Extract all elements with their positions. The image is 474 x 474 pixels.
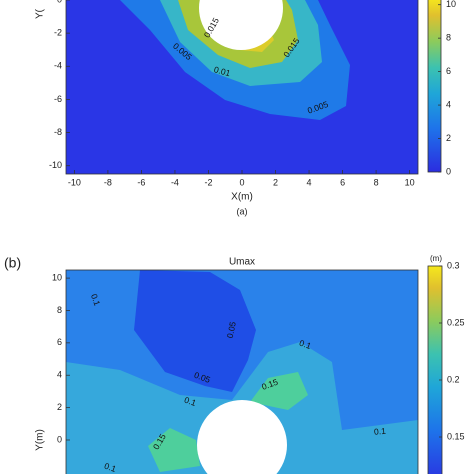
contour-label: 0.01 xyxy=(213,64,232,78)
y-tick-label: -2 xyxy=(54,28,62,38)
y-axis-label: Y( xyxy=(35,8,46,19)
contour-label: 0.1 xyxy=(183,395,198,409)
colorbar-tick-label: 6 xyxy=(446,66,451,76)
x-axis-label: X(m) xyxy=(231,192,253,203)
colorbar-tick-label: 0.3 xyxy=(447,260,460,270)
x-tick-label: -6 xyxy=(137,177,145,187)
x-tick-label: 2 xyxy=(273,177,278,187)
colorbar-tick-label: 0.15 xyxy=(447,431,465,441)
panel-title: Umax xyxy=(229,257,255,268)
contour-label: 0.1 xyxy=(103,461,118,474)
colorbar-tick-label: 2 xyxy=(446,133,451,143)
colorbar-tick-label: 8 xyxy=(446,33,451,43)
colorbar-tick-label: 0.25 xyxy=(447,317,465,327)
x-tick-label: -4 xyxy=(171,177,179,187)
x-tick-label: -10 xyxy=(68,177,81,187)
y-axis-label: Y(m) xyxy=(35,429,46,451)
contour-field-b xyxy=(66,270,418,474)
colorbar-b xyxy=(427,265,443,474)
x-tick-label: -8 xyxy=(104,177,112,187)
y-tick-label: 6 xyxy=(57,337,62,347)
y-tick-label: 0 xyxy=(57,434,62,444)
contour-label: 0.1 xyxy=(374,426,387,437)
contour-label: 0.1 xyxy=(89,292,103,307)
colorbar-a xyxy=(427,0,442,173)
contour-label: 0.1 xyxy=(298,338,313,352)
colorbar-unit: (m) xyxy=(430,254,442,263)
x-tick-label: 10 xyxy=(405,177,415,187)
x-tick-label: 4 xyxy=(307,177,312,187)
y-tick-label: -6 xyxy=(54,94,62,104)
contour-label: 0.05 xyxy=(225,320,238,339)
x-tick-label: 8 xyxy=(374,177,379,187)
y-tick-label: 0 xyxy=(57,0,62,4)
y-tick-label: 4 xyxy=(57,370,62,380)
colorbar-tick-label: 4 xyxy=(446,99,451,109)
y-tick-label: -4 xyxy=(54,61,62,71)
y-tick-label: -10 xyxy=(49,160,62,170)
panel-label: (a) xyxy=(237,206,248,216)
x-tick-label: 6 xyxy=(340,177,345,187)
x-tick-label: -2 xyxy=(204,177,212,187)
contour-field-a xyxy=(66,0,418,174)
x-tick-label: 0 xyxy=(239,177,244,187)
y-tick-label: 8 xyxy=(57,305,62,315)
y-tick-label: 10 xyxy=(52,272,62,282)
colorbar-tick-label: 10 xyxy=(446,0,456,9)
colorbar-tick-label: 0 xyxy=(446,166,451,176)
panel-tag: (b) xyxy=(4,255,21,271)
colorbar-tick-label: 0.2 xyxy=(447,374,460,384)
y-tick-label: 2 xyxy=(57,402,62,412)
y-tick-label: -8 xyxy=(54,127,62,137)
